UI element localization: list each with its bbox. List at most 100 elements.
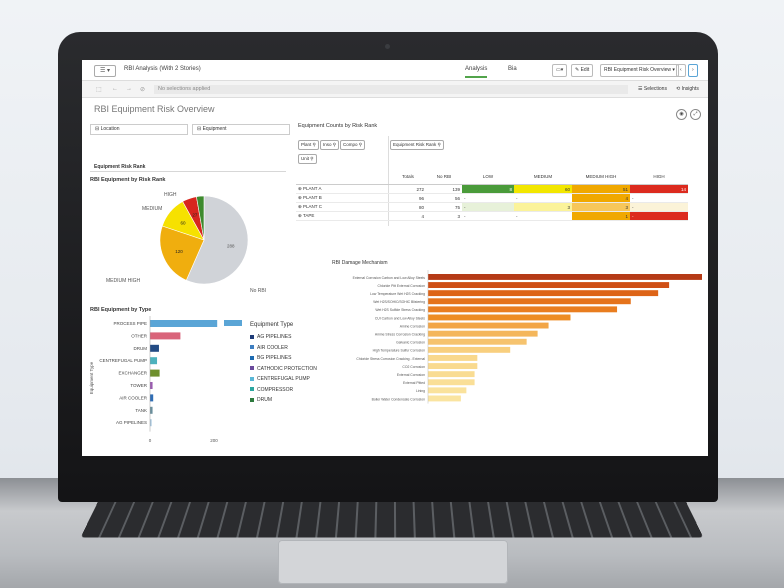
damage-bar[interactable]: [428, 347, 510, 353]
camera-icon[interactable]: ◉: [676, 109, 687, 120]
legend-item[interactable]: COMPRESSOR: [250, 387, 293, 393]
equipment-type-chart[interactable]: PROCESS PIPE OTHER DRUM CENTREFUGAL PUMP EXC…: [86, 316, 248, 446]
row-name-text: TAPE: [303, 213, 314, 218]
legend-swatch: [250, 335, 254, 339]
legend-label: CATHODIC PROTECTION: [257, 366, 317, 372]
legend-item[interactable]: AG PIPELINES: [250, 334, 291, 340]
legend-item[interactable]: DRUM: [250, 397, 272, 403]
damage-bar[interactable]: [428, 363, 477, 369]
damage-bar[interactable]: [428, 315, 570, 321]
chart-scroll-indicator[interactable]: [224, 320, 242, 326]
damage-bar[interactable]: [428, 379, 475, 385]
damage-label: External Corrosion Carbon and Low Alloy …: [353, 276, 426, 280]
table-header: MEDIUM HIGH: [572, 168, 630, 185]
damage-bar[interactable]: [428, 331, 538, 337]
damage-label: Amine Corrosion: [400, 324, 425, 328]
pie-value-label: 120: [175, 249, 183, 254]
damage-label: Chloride Stress Corrosion Cracking - Ext…: [356, 357, 425, 361]
type-bar[interactable]: [150, 370, 160, 377]
legend-label: COMPRESSOR: [257, 387, 293, 393]
damage-bar[interactable]: [428, 306, 617, 312]
filter-unit[interactable]: Unit ⚲: [298, 154, 317, 164]
bookmark-button[interactable]: ▭▾: [552, 64, 567, 77]
damage-bar[interactable]: [428, 371, 475, 377]
filter-risk-rank[interactable]: Equipment Risk Rank ⚲: [390, 140, 444, 150]
legend-item[interactable]: BG PIPELINES: [250, 355, 291, 361]
damage-bar[interactable]: [428, 387, 466, 393]
filter-compo-label: Compo: [343, 142, 358, 147]
clear-all-icon[interactable]: ⊘: [140, 86, 145, 93]
legend-swatch: [250, 356, 254, 360]
type-bar[interactable]: [150, 394, 153, 401]
equipment-filter[interactable]: ⊟ Equipment: [192, 124, 290, 135]
damage-label: External Corrosion: [397, 373, 425, 377]
cell-low: -: [462, 203, 514, 212]
damage-bar[interactable]: [428, 323, 549, 329]
filter-inso-label: Inso: [323, 142, 332, 147]
cell-total: 96: [390, 194, 426, 203]
type-bar[interactable]: [150, 382, 153, 389]
table-header: MEDIUM: [514, 168, 572, 185]
sheet-title: RBI Equipment Risk Overview: [94, 104, 215, 114]
damage-label: Amine Stress Corrosion Cracking: [375, 333, 425, 337]
filter-compo[interactable]: Compo ⚲: [340, 140, 365, 150]
legend-swatch: [250, 398, 254, 402]
menu-button[interactable]: ☰ ▾: [94, 65, 116, 77]
legend-label: AG PIPELINES: [257, 334, 291, 340]
edit-button[interactable]: ✎ Edit: [571, 64, 593, 77]
divider: [90, 171, 286, 172]
insights-button[interactable]: ⟲ Insights: [676, 86, 699, 92]
table-row[interactable]: ⊕ PLANT B 96 56 - - 4 -: [296, 194, 688, 203]
tab-analysis[interactable]: Analysis: [465, 66, 487, 78]
table-row[interactable]: ⊕ PLANT C 80 75 - 3 3 -: [296, 203, 688, 212]
pie-chart[interactable]: 288 No RBI 120 MEDIUM HIGH 60 MEDIUM 27 HIGH: [92, 186, 292, 306]
sheet-dropdown[interactable]: RBI Equipment Risk Overview ▾: [600, 64, 679, 77]
type-bar[interactable]: [150, 357, 157, 364]
filter-plant[interactable]: Plant ⚲: [298, 140, 319, 150]
app-topbar: ☰ ▾ RBI Analysis (With 2 Stories) Analys…: [82, 60, 708, 81]
laptop-camera: [385, 44, 390, 49]
sheet-dropdown-label: RBI Equipment Risk Overview: [604, 67, 671, 73]
tab-bia[interactable]: Bia: [508, 66, 517, 72]
type-bar[interactable]: [150, 407, 153, 414]
selection-tool-icon[interactable]: ⬚: [96, 86, 102, 93]
cell-mhigh: 4: [572, 194, 630, 203]
damage-bar[interactable]: [428, 282, 669, 288]
damage-bar[interactable]: [428, 298, 631, 304]
type-tick: 0: [149, 438, 152, 443]
cell-medium: 3: [514, 203, 572, 212]
expand-icon[interactable]: ⤢: [690, 109, 701, 120]
legend-item[interactable]: AIR COOLER: [250, 345, 288, 351]
step-back-icon[interactable]: ←: [112, 86, 118, 92]
risk-table: Totals No RBI LOW MEDIUM MEDIUM HIGH HIG…: [296, 168, 688, 221]
laptop-trackpad: [278, 540, 508, 584]
selections-button[interactable]: ☰ Selections: [638, 86, 667, 92]
type-label: TOWER: [130, 383, 147, 388]
damage-bar[interactable]: [428, 274, 702, 280]
app-title[interactable]: RBI Analysis (With 2 Stories): [124, 66, 201, 72]
damage-bar[interactable]: [428, 396, 461, 402]
pie-slice-label: MEDIUM: [142, 206, 162, 212]
type-bar[interactable]: [150, 345, 159, 352]
cell-norbi: 56: [426, 194, 462, 203]
location-filter[interactable]: ⊟ Location: [90, 124, 188, 135]
filter-inso[interactable]: Inso ⚲: [320, 140, 339, 150]
damage-bar[interactable]: [428, 290, 658, 296]
damage-bar[interactable]: [428, 355, 477, 361]
type-bar[interactable]: [150, 320, 217, 327]
legend-label: DRUM: [257, 397, 272, 403]
risk-rank-filter[interactable]: Equipment Risk Rank: [94, 164, 145, 170]
step-forward-icon[interactable]: →: [126, 86, 132, 92]
legend-item[interactable]: CATHODIC PROTECTION: [250, 366, 317, 372]
next-sheet-button[interactable]: ›: [688, 64, 698, 77]
legend-item[interactable]: CENTREFUGAL PUMP: [250, 376, 310, 382]
cell-norbi: 139: [426, 185, 462, 194]
table-row[interactable]: ⊕ TAPE 4 3 - - 1 -: [296, 212, 688, 221]
table-row[interactable]: ⊕ PLANT A 272 139 8 60 51 14: [296, 185, 688, 194]
type-chart-title: RBI Equipment by Type: [90, 307, 151, 313]
type-bar[interactable]: [150, 332, 180, 339]
prev-sheet-button[interactable]: ‹: [676, 64, 686, 77]
damage-label: External Pitted: [403, 381, 425, 385]
damage-mechanism-chart[interactable]: External Corrosion Carbon and Low Alloy …: [308, 270, 708, 420]
damage-bar[interactable]: [428, 339, 527, 345]
